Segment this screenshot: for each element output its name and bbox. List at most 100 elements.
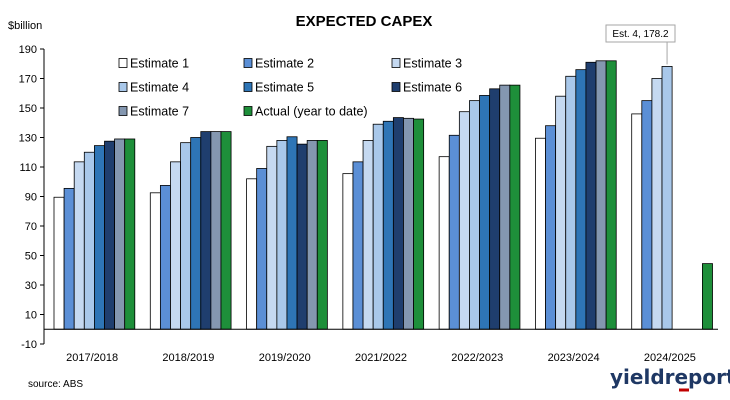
bar-estimate-2-2019-2020 (256, 168, 268, 330)
bar-series (53, 60, 713, 330)
bar-estimate-3-2024-2025 (651, 78, 663, 330)
bar-estimate-6-2023-2024 (585, 61, 597, 330)
bar-actual-year-to-date-2023-2024 (605, 60, 617, 330)
x-tick-label: 2018/2019 (162, 352, 214, 364)
legend-swatch (391, 58, 401, 68)
bar-estimate-1-2018-2019 (149, 192, 161, 330)
bar-estimate-5-2018-2019 (190, 137, 202, 330)
bar-estimate-5-2023-2024 (575, 69, 587, 330)
y-tick-label: 130 (19, 133, 37, 145)
bar-estimate-2-2023-2024 (545, 125, 557, 330)
bar-estimate-4-2021-2022 (372, 123, 384, 330)
bar-estimate-7-2022-2023 (499, 84, 511, 330)
bar-actual-year-to-date-2019-2020 (316, 140, 328, 330)
bar-estimate-7-2017-2018 (114, 138, 126, 330)
x-axis: 2017/2018 2018/2019 2019/2020 2021/2022 2022… (44, 328, 718, 364)
bar-estimate-7-2018-2019 (210, 131, 222, 330)
bar-estimate-7-2019-2020 (306, 140, 318, 330)
bar-estimate-3-2022-2023 (458, 111, 470, 330)
bar-estimate-7-2021-2022 (403, 117, 414, 330)
bar-actual-year-to-date-2021-2022 (413, 118, 425, 330)
y-tick-label: 50 (25, 251, 37, 263)
legend-label: Estimate 6 (403, 81, 462, 95)
bar-estimate-6-2017-2018 (104, 140, 116, 330)
bar-estimate-4-2022-2023 (469, 100, 480, 330)
y-tick-label: 150 (19, 103, 37, 115)
bar-estimate-5-2021-2022 (382, 120, 394, 330)
callout-box (605, 24, 676, 43)
legend-label: Estimate 5 (255, 81, 314, 95)
legend-swatch (118, 58, 128, 68)
bar-estimate-3-2018-2019 (170, 161, 181, 330)
bar-estimate-3-2019-2020 (266, 145, 278, 330)
legend-swatch (118, 82, 128, 92)
legend-label: Estimate 7 (130, 105, 189, 119)
y-tick-label: 10 (25, 310, 37, 322)
bar-actual-year-to-date-2017-2018 (124, 138, 136, 330)
bar-estimate-4-2023-2024 (565, 75, 577, 330)
y-tick-label: 110 (19, 162, 37, 174)
bar-estimate-2-2017-2018 (63, 187, 75, 330)
y-tick-label: 170 (19, 74, 37, 86)
legend-label: Estimate 2 (255, 57, 314, 71)
callout-annotation: Est. 4, 178.2 (605, 24, 676, 65)
bar-estimate-1-2022-2023 (438, 156, 450, 330)
legend-swatch (243, 106, 253, 116)
legend-label: Estimate 3 (403, 57, 462, 71)
callout-label: Est. 4, 178.2 (612, 29, 669, 40)
bar-estimate-2-2021-2022 (352, 161, 364, 330)
y-tick-label: 190 (19, 44, 37, 56)
bar-estimate-7-2023-2024 (595, 60, 607, 330)
x-tick-label: 2019/2020 (259, 352, 311, 364)
brand-wordmark: yieldreport (610, 365, 730, 389)
bar-estimate-4-2019-2020 (276, 140, 288, 330)
bar-estimate-6-2019-2020 (296, 143, 308, 330)
legend: Estimate 1 Estimate 2 Estimate 3 Estimate 4… (118, 57, 462, 119)
bar-actual-year-to-date-2018-2019 (220, 131, 232, 330)
legend-swatch (243, 58, 253, 68)
bar-estimate-6-2018-2019 (200, 131, 212, 330)
bar-estimate-2-2018-2019 (159, 185, 171, 330)
x-tick-label: 2023/2024 (548, 352, 600, 364)
source-note: source: ABS (28, 379, 83, 390)
x-tick-label: 2022/2023 (451, 352, 503, 364)
bar-estimate-1-2019-2020 (246, 178, 258, 330)
x-tick-label: 2024/2025 (644, 352, 696, 364)
legend-label: Estimate 4 (130, 81, 189, 95)
legend-swatch (243, 82, 253, 92)
chart-title: EXPECTED CAPEX (296, 13, 433, 30)
bar-estimate-3-2023-2024 (555, 95, 567, 330)
bar-estimate-6-2022-2023 (489, 88, 501, 330)
bar-estimate-4-2024-2025 (661, 66, 673, 330)
bar-estimate-5-2022-2023 (479, 95, 491, 330)
bar-estimate-6-2021-2022 (392, 117, 404, 330)
brand-logo: yieldreport (610, 365, 730, 392)
legend-swatch (118, 106, 128, 116)
bar-actual-year-to-date-2022-2023 (509, 84, 521, 330)
y-tick-label: -10 (21, 339, 37, 351)
x-tick-label: 2021/2022 (355, 352, 407, 364)
bar-estimate-2-2022-2023 (448, 134, 460, 330)
x-tick-label: 2017/2018 (66, 352, 118, 364)
y-axis: -10 10 30 50 70 90 110 130 150 170 190 (19, 44, 45, 351)
bar-estimate-2-2024-2025 (641, 100, 653, 330)
bar-estimate-1-2021-2022 (342, 173, 354, 330)
bar-estimate-5-2017-2018 (94, 145, 105, 330)
bar-estimate-4-2017-2018 (83, 151, 95, 330)
y-axis-label: $billion (8, 20, 42, 32)
bar-estimate-4-2018-2019 (180, 142, 192, 330)
bar-estimate-1-2024-2025 (631, 113, 643, 330)
bar-actual-year-to-date-2024-2025 (702, 263, 713, 330)
legend-swatch (391, 82, 401, 92)
legend-label: Actual (year to date) (255, 105, 368, 119)
y-tick-label: 90 (25, 192, 37, 204)
y-tick-label: 30 (25, 280, 37, 292)
bar-estimate-1-2023-2024 (535, 137, 546, 330)
legend-label: Estimate 1 (130, 57, 189, 71)
bar-estimate-1-2017-2018 (53, 196, 65, 330)
bar-estimate-3-2017-2018 (73, 161, 85, 330)
y-tick-label: 70 (25, 221, 37, 233)
bar-estimate-3-2021-2022 (362, 140, 374, 330)
bar-estimate-5-2019-2020 (286, 136, 298, 330)
